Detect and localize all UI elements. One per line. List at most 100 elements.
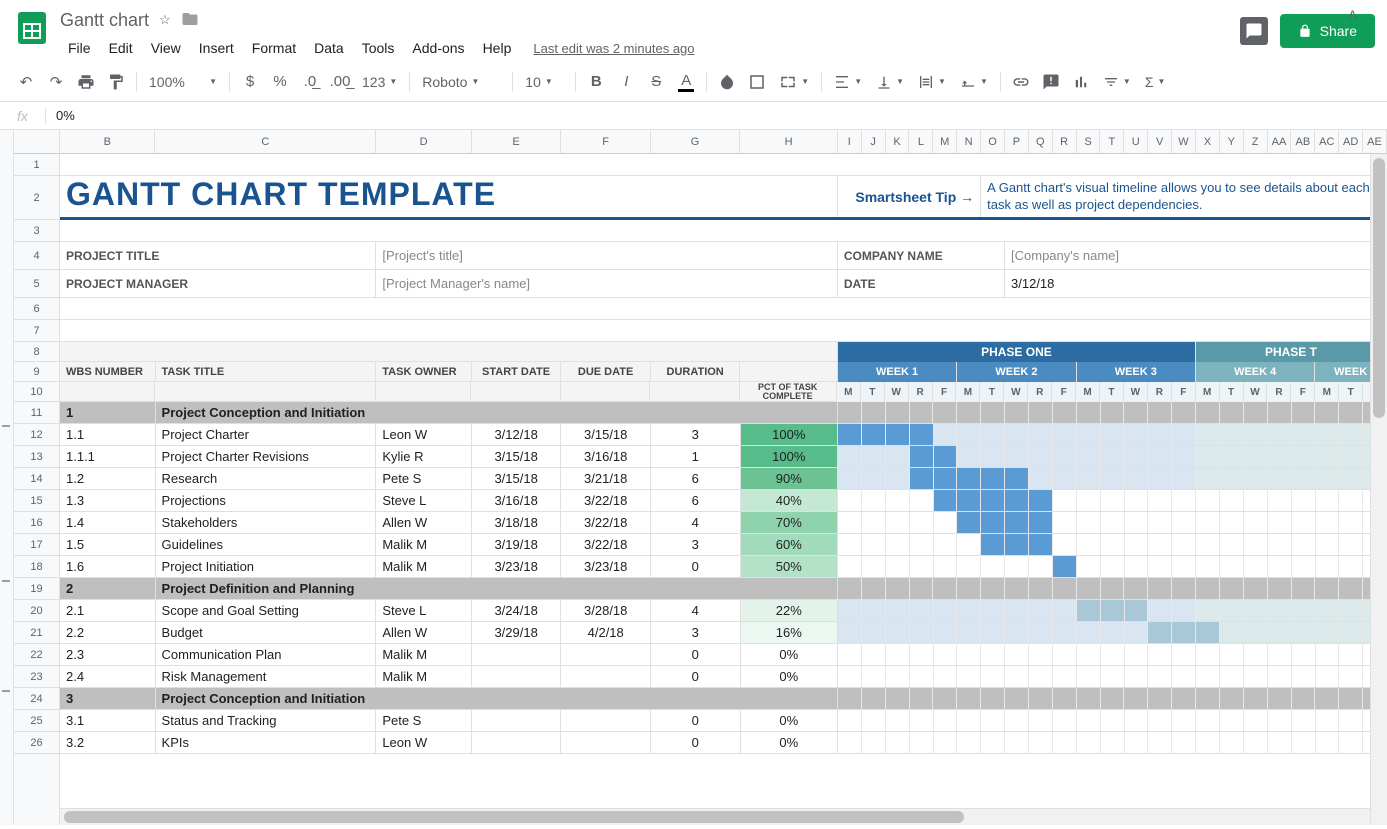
cell[interactable]: Pete S	[376, 710, 472, 731]
cell[interactable]: 1.3	[60, 490, 156, 511]
menu-edit[interactable]: Edit	[101, 36, 141, 60]
cell[interactable]	[886, 644, 910, 665]
cell[interactable]: 3/12/18	[1005, 270, 1387, 297]
cell[interactable]	[886, 490, 910, 511]
cell[interactable]	[1029, 468, 1053, 489]
cell[interactable]: F	[1172, 382, 1196, 402]
cell[interactable]: 3/15/18	[472, 446, 562, 467]
percent-button[interactable]: %	[266, 68, 294, 96]
cell[interactable]	[886, 424, 910, 445]
cell[interactable]	[838, 732, 862, 753]
cell[interactable]: W	[1124, 382, 1148, 402]
cell[interactable]	[886, 534, 910, 555]
cell[interactable]: Risk Management	[156, 666, 377, 687]
cell[interactable]	[1292, 622, 1316, 643]
cell[interactable]	[1220, 424, 1244, 445]
cell[interactable]	[1220, 556, 1244, 577]
cell[interactable]	[910, 710, 934, 731]
cell[interactable]	[1148, 402, 1172, 423]
row-header-23[interactable]: 23	[14, 666, 59, 688]
cell[interactable]	[1053, 512, 1077, 533]
rotate-button[interactable]: ▼	[954, 68, 994, 96]
cell[interactable]	[1029, 446, 1053, 467]
decrease-decimal-button[interactable]: .0̲	[296, 68, 324, 96]
row-header-7[interactable]: 7	[14, 320, 59, 342]
cell[interactable]: Communication Plan	[156, 644, 377, 665]
cell[interactable]	[838, 468, 862, 489]
cell[interactable]	[1125, 622, 1149, 643]
cell[interactable]	[1101, 512, 1125, 533]
cell[interactable]	[1125, 732, 1149, 753]
cell[interactable]	[838, 446, 862, 467]
cell[interactable]: Projections	[156, 490, 377, 511]
cell[interactable]	[838, 578, 862, 599]
cell[interactable]	[1125, 446, 1149, 467]
cell[interactable]	[1292, 578, 1316, 599]
cell[interactable]	[1005, 402, 1029, 423]
col-header-U[interactable]: U	[1124, 130, 1148, 153]
cell[interactable]: 0%	[741, 666, 839, 687]
cell[interactable]: Pete S	[376, 468, 472, 489]
cell[interactable]	[1101, 710, 1125, 731]
select-all-corner[interactable]	[14, 130, 59, 154]
cell[interactable]	[1053, 490, 1077, 511]
cell[interactable]	[1101, 490, 1125, 511]
cell[interactable]: 0%	[741, 710, 839, 731]
cell[interactable]	[981, 446, 1005, 467]
wrap-button[interactable]: ▼	[912, 68, 952, 96]
cell[interactable]	[1220, 578, 1244, 599]
cell[interactable]	[1316, 666, 1340, 687]
col-header-N[interactable]: N	[957, 130, 981, 153]
cell[interactable]	[957, 622, 981, 643]
cell[interactable]: DURATION	[651, 362, 741, 381]
cell[interactable]	[1292, 534, 1316, 555]
cell[interactable]	[1005, 666, 1029, 687]
row-header-14[interactable]: 14	[14, 468, 59, 490]
cell[interactable]: TASK OWNER	[376, 362, 472, 381]
cell[interactable]	[886, 446, 910, 467]
cell[interactable]	[1053, 644, 1077, 665]
cell[interactable]: R	[1028, 382, 1052, 402]
cell[interactable]	[1172, 534, 1196, 555]
cell[interactable]	[1029, 424, 1053, 445]
cell[interactable]	[1077, 622, 1101, 643]
cell[interactable]	[1220, 512, 1244, 533]
cell[interactable]: 3.1	[60, 710, 156, 731]
cell[interactable]	[862, 512, 886, 533]
cell[interactable]	[910, 424, 934, 445]
cell[interactable]	[561, 710, 651, 731]
cell[interactable]	[1315, 402, 1339, 423]
cell[interactable]	[862, 710, 886, 731]
cell[interactable]	[1029, 732, 1053, 753]
cell[interactable]	[957, 468, 981, 489]
cell[interactable]	[862, 578, 886, 599]
cell[interactable]	[862, 600, 886, 621]
cell[interactable]	[981, 402, 1005, 423]
cell[interactable]: 90%	[741, 468, 839, 489]
row-header-11[interactable]: 11	[14, 402, 59, 424]
cell[interactable]	[981, 468, 1005, 489]
cell[interactable]	[933, 402, 957, 423]
cell[interactable]: W	[1004, 382, 1028, 402]
row-header-4[interactable]: 4	[14, 242, 59, 270]
cell[interactable]	[1268, 578, 1292, 599]
cell[interactable]	[1220, 732, 1244, 753]
cell[interactable]	[886, 732, 910, 753]
cell[interactable]: 1.5	[60, 534, 156, 555]
cell[interactable]	[1316, 468, 1340, 489]
cell[interactable]	[862, 402, 886, 423]
cell[interactable]	[1339, 512, 1363, 533]
link-button[interactable]	[1007, 68, 1035, 96]
cell[interactable]	[838, 512, 862, 533]
cell[interactable]	[957, 512, 981, 533]
cell[interactable]	[1292, 446, 1316, 467]
cell[interactable]	[1077, 424, 1101, 445]
cell[interactable]	[1315, 688, 1339, 709]
cell[interactable]: 3/15/18	[561, 424, 651, 445]
cell[interactable]	[1339, 556, 1363, 577]
cell[interactable]	[957, 644, 981, 665]
cell[interactable]: 3/19/18	[472, 534, 562, 555]
cell[interactable]	[1148, 622, 1172, 643]
cell[interactable]: 0	[651, 556, 741, 577]
cell[interactable]	[838, 710, 862, 731]
